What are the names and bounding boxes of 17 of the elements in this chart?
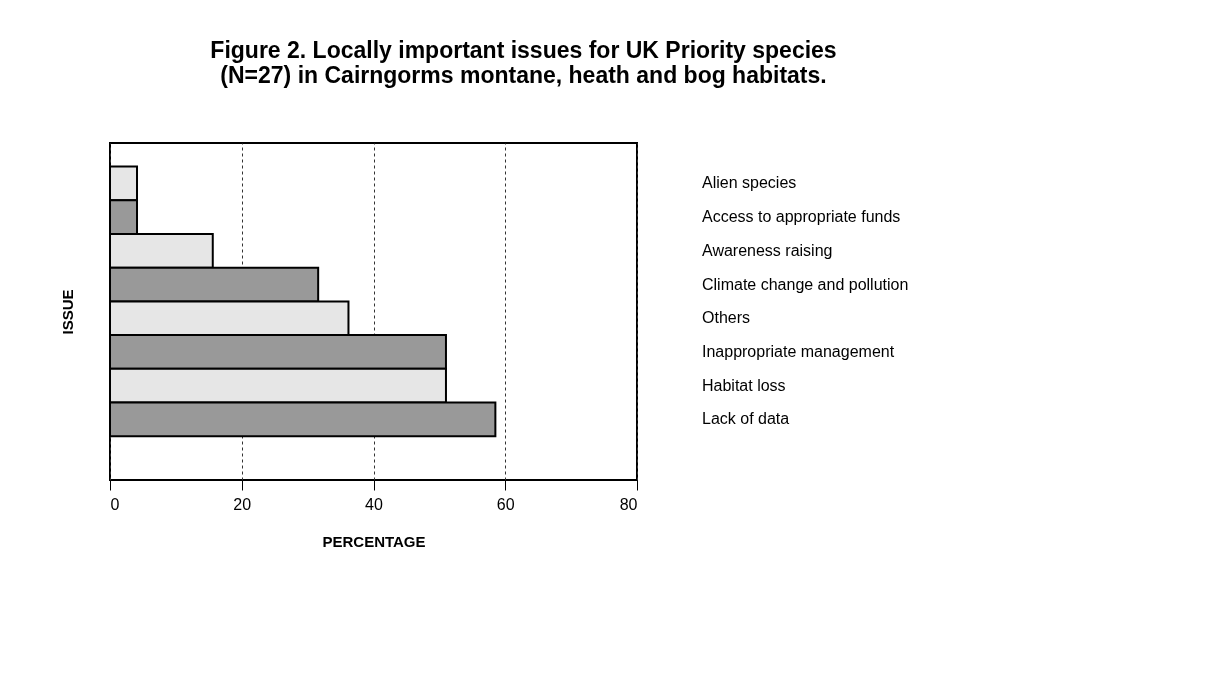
y-tick-label: Awareness raising	[702, 241, 833, 259]
x-tick-label: 80	[619, 495, 638, 513]
text: (N=27) in Cairngorms montane, heath and bog habitats.	[220, 62, 827, 88]
x-tick-label: 40	[365, 495, 383, 513]
x-axis-title: PERCENTAGE	[322, 532, 426, 550]
x-tick-label: 0	[110, 495, 120, 513]
y-tick-label: Climate change and pollution	[702, 275, 909, 293]
x-tick-label: 20	[233, 495, 252, 513]
x-tick-label: 60	[496, 495, 515, 513]
y-tick-label: Others	[702, 309, 751, 327]
text: Figure 2. Locally important issues for UK Priority species	[210, 37, 837, 63]
y-tick-label: Alien species	[702, 174, 797, 192]
y-tick-label: Lack of data	[702, 410, 790, 428]
y-tick-label: Inappropriate management	[702, 342, 895, 360]
y-axis-title: ISSUE	[58, 289, 76, 335]
y-tick-label: Habitat loss	[702, 376, 786, 394]
y-tick-label: Access to appropriate funds	[702, 208, 901, 226]
